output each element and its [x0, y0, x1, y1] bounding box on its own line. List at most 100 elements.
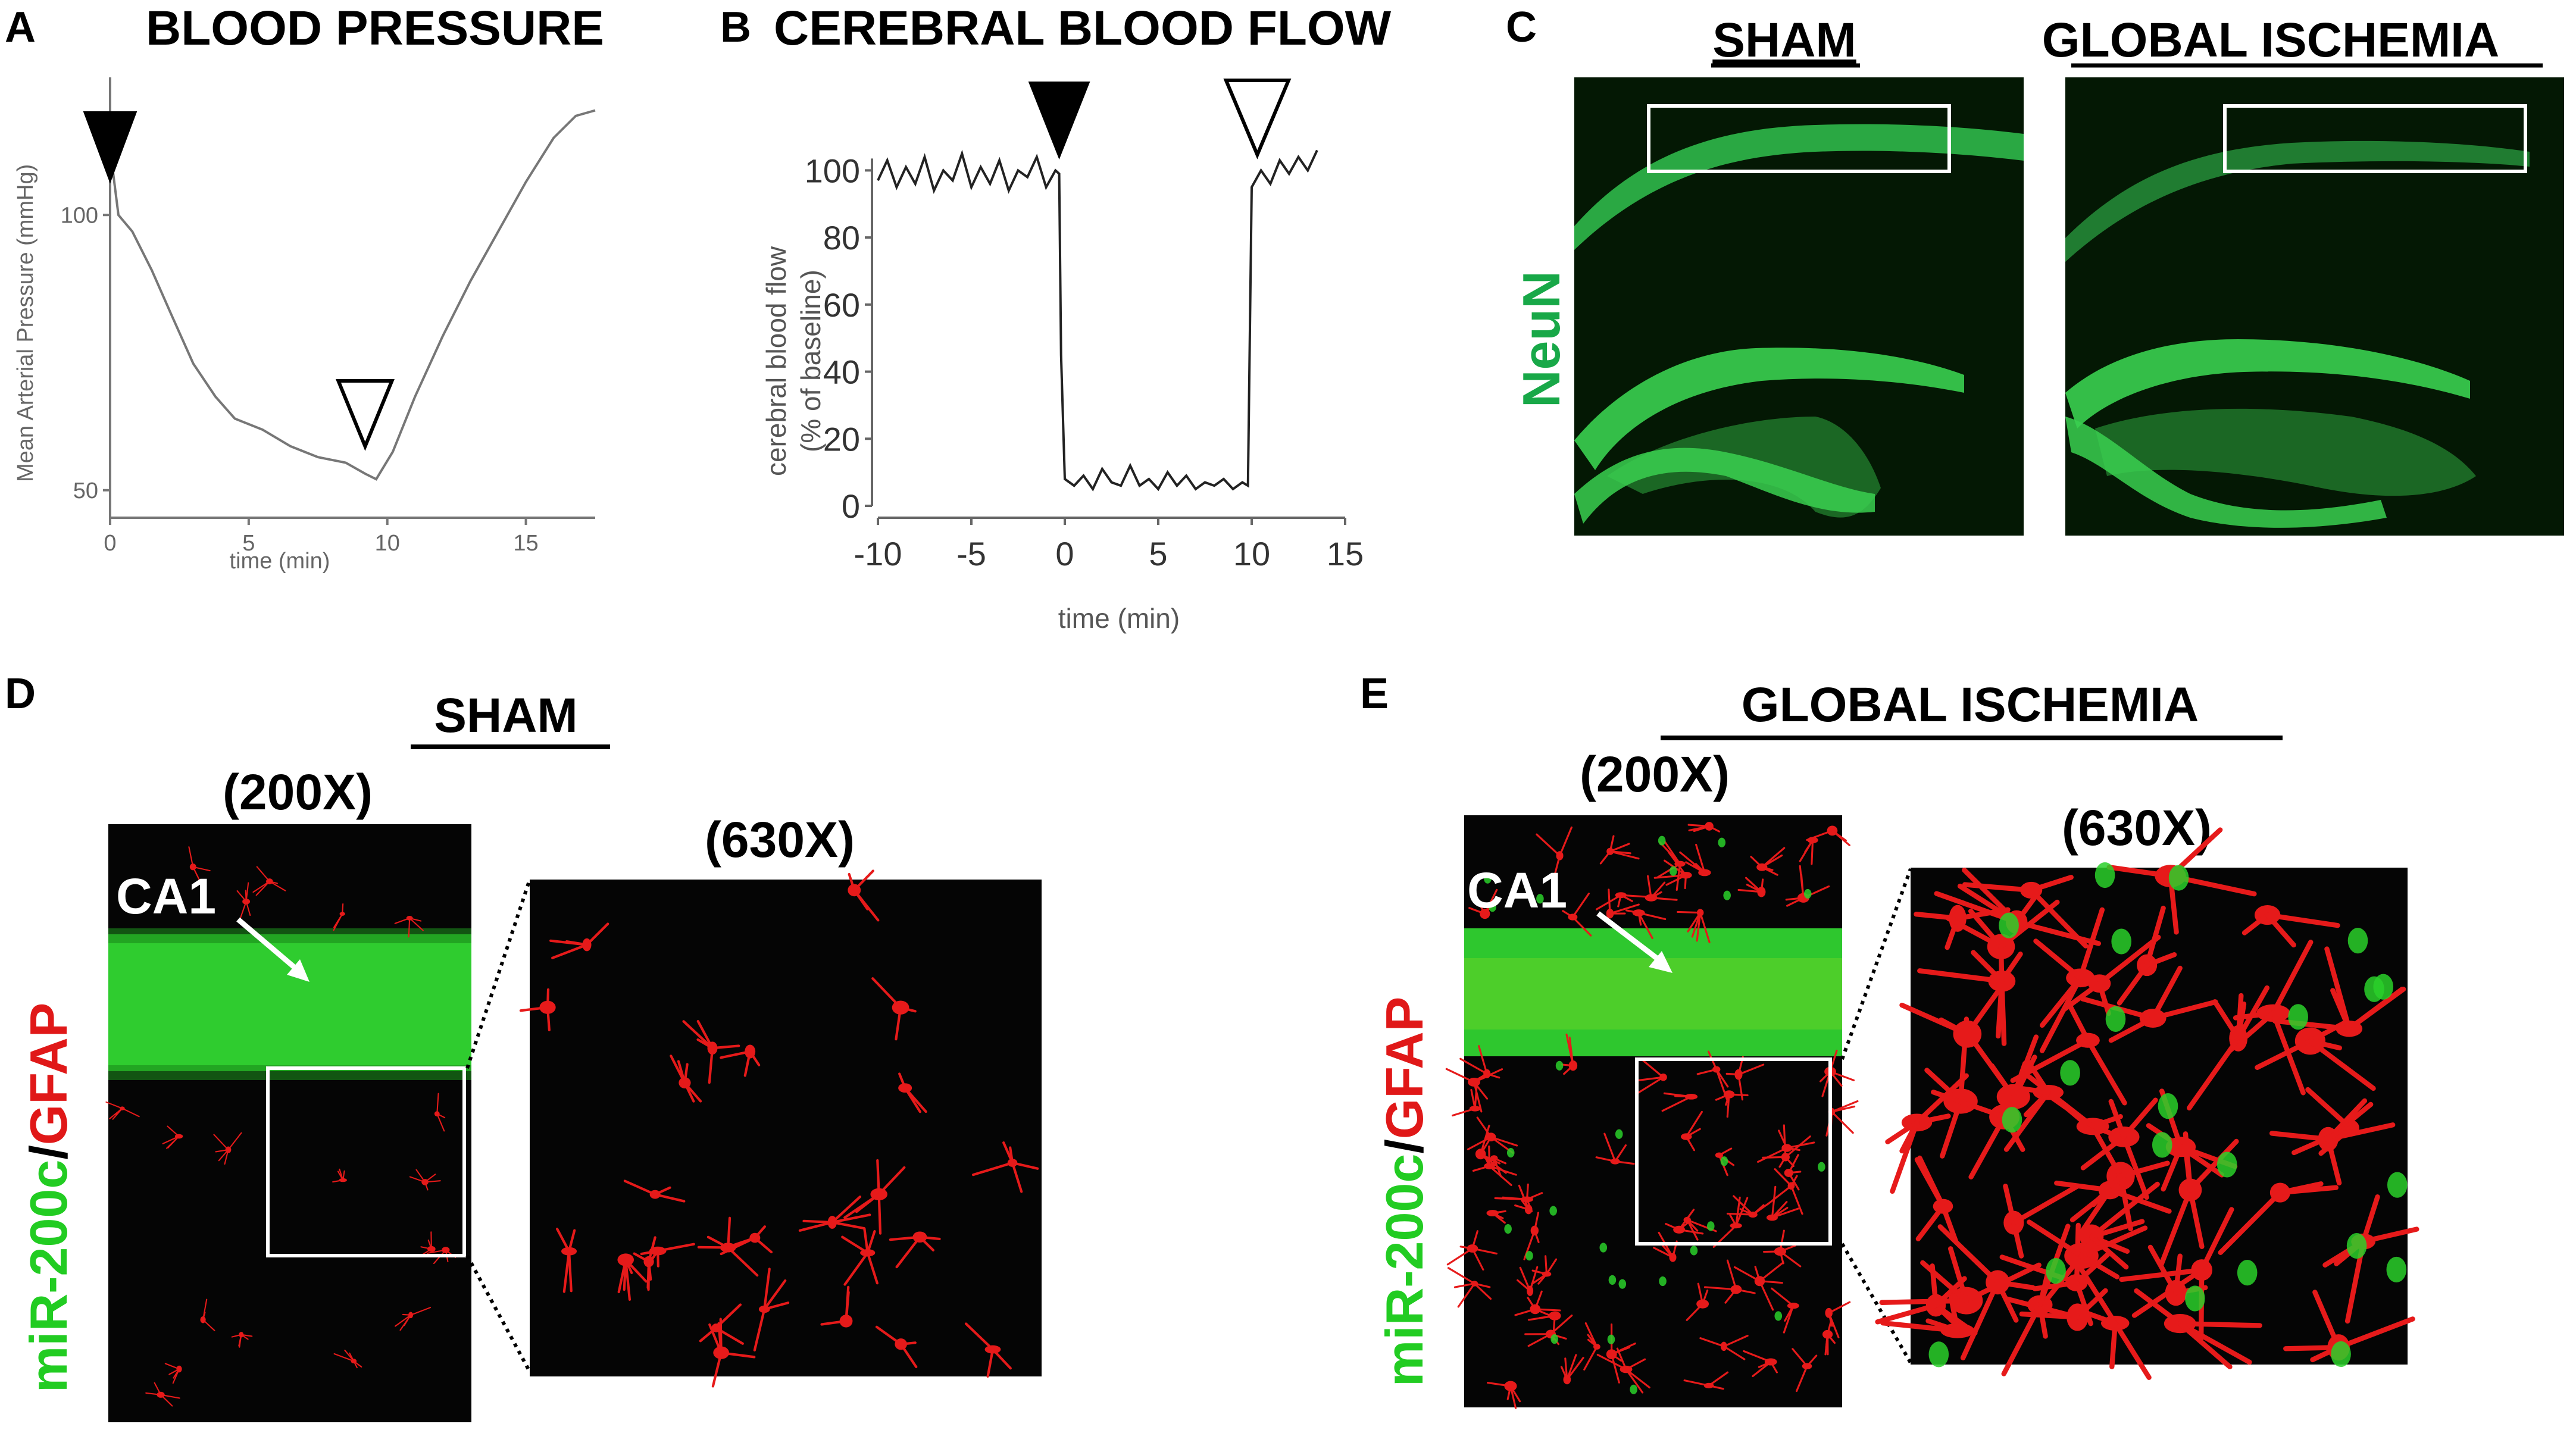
panel-e-image-200x: CA1: [1445, 815, 1859, 1409]
astrocyte: [2134, 1288, 2262, 1370]
astrocyte: [162, 1125, 183, 1149]
astrocyte: [2218, 1181, 2339, 1255]
astrocyte: [1536, 826, 1573, 875]
mir200c-signal: [1599, 1243, 1608, 1253]
astrocyte: [1475, 1124, 1507, 1174]
astrocyte: [1699, 1335, 1749, 1360]
astrocyte: [105, 1101, 140, 1120]
astrocyte: [231, 1331, 253, 1348]
astrocyte: [2291, 1087, 2359, 1156]
astrocyte: [1703, 1259, 1756, 1304]
panel-d-stain-green: miR-200c: [19, 1160, 78, 1393]
mir200c-signal: [1506, 1147, 1515, 1158]
astrocyte: [1583, 1322, 1600, 1371]
astrocyte: [617, 1253, 648, 1301]
panel-a-reperfusion-marker: [335, 379, 395, 451]
astrocyte: [1686, 1282, 1709, 1321]
astrocyte: [2117, 905, 2177, 1006]
panel-d-zoom-line-bottom: [465, 1254, 532, 1373]
astrocyte: [1737, 877, 1766, 897]
panel-c-sham-label: SHAM: [1712, 13, 1856, 67]
panel-b-ytick-label: 100: [805, 152, 860, 189]
astrocyte: [252, 866, 286, 896]
mir200c-signal: [1615, 1129, 1623, 1139]
panel-b-occlusion-marker: [1028, 82, 1090, 160]
panel-b-ytick-label: 40: [823, 353, 860, 391]
mir200c-signal: [1774, 1311, 1783, 1321]
mir200c-signal: [1720, 1156, 1728, 1166]
panel-e-astrocytes-630x: [1875, 827, 2419, 1380]
astrocyte: [964, 1322, 1012, 1378]
mir200c-signal: [2217, 1151, 2237, 1178]
astrocyte: [1636, 1057, 1667, 1095]
astrocyte: [753, 1268, 790, 1352]
astrocyte: [2187, 985, 2270, 1111]
astrocyte: [2054, 1180, 2172, 1240]
panel-d-stain-sep: /: [19, 1145, 78, 1159]
mir200c-signal: [1718, 837, 1726, 847]
astrocyte: [1799, 837, 1818, 865]
panel-e-zoom-line-bottom: [1840, 1243, 1912, 1364]
mir200c-signal: [1549, 1206, 1557, 1216]
panel-b-xlabel: time (min): [1058, 603, 1180, 634]
astrocyte: [333, 1350, 362, 1369]
astrocyte: [519, 988, 556, 1031]
panel-a-ytick-label: 100: [61, 203, 98, 228]
panel-e-stain-sep: /: [1375, 1139, 1434, 1153]
astrocyte: [1681, 1110, 1703, 1151]
astrocyte: [549, 922, 609, 959]
mir200c-signal: [1484, 874, 1492, 884]
astrocyte: [623, 1179, 686, 1203]
mir200c-signal: [1630, 1384, 1637, 1394]
astrocyte: [1514, 1290, 1561, 1319]
panel-d-title: SHAM: [434, 689, 577, 743]
astrocyte: [1822, 1320, 1836, 1356]
panel-a-xtick-label: 15: [513, 531, 538, 556]
panel-b: B CEREBRAL BLOOD FLOW cerebral blood flo…: [720, 1, 1392, 634]
astrocyte: [1792, 1348, 1818, 1393]
astrocyte: [875, 1325, 918, 1369]
astrocyte: [1937, 1224, 2036, 1360]
astrocyte: [2091, 1131, 2170, 1232]
panel-b-ytick-label: 60: [823, 286, 860, 324]
panel-a-title: BLOOD PRESSURE: [146, 1, 604, 55]
astrocyte: [1595, 1132, 1635, 1165]
astrocyte: [798, 1195, 871, 1232]
mir200c-signal: [2105, 1006, 2126, 1032]
panel-b-xtick-label: 10: [1233, 535, 1270, 572]
astrocyte: [848, 869, 880, 922]
panel-b-series-line: [877, 149, 1318, 492]
panel-e: E GLOBAL ISCHEMIA (200X) (630X) miR-200c…: [1360, 670, 2419, 1409]
panel-d-region-label: CA1: [116, 868, 216, 924]
astrocyte: [1712, 1196, 1749, 1248]
astrocyte: [1595, 892, 1649, 910]
astrocyte: [164, 1363, 182, 1384]
panel-b-ytick-label: 0: [842, 487, 860, 525]
astrocyte: [1446, 1230, 1498, 1271]
astrocyte: [1459, 1045, 1500, 1085]
panel-b-xtick-label: 15: [1327, 535, 1364, 572]
astrocyte: [1656, 841, 1686, 891]
astrocyte: [1677, 909, 1711, 944]
panel-e-mag-low: (200X): [1580, 746, 1730, 802]
panel-e-region-arrow: [1596, 911, 1662, 963]
panel-c-letter: C: [1506, 4, 1537, 51]
mir200c-signal: [1555, 1060, 1564, 1071]
astrocyte: [1665, 1209, 1704, 1235]
astrocyte: [395, 1307, 432, 1331]
astrocyte: [640, 1243, 695, 1268]
mir200c-signal: [2158, 1093, 2178, 1119]
astrocyte: [394, 916, 424, 938]
panel-e-mag-high: (630X): [2062, 800, 2212, 856]
mir200c-signal: [1608, 1275, 1617, 1285]
mir200c-signal: [1618, 1279, 1627, 1289]
panel-d-region-arrow: [236, 917, 299, 972]
astrocyte: [841, 1227, 879, 1286]
astrocyte: [1743, 1350, 1778, 1378]
astrocyte: [1914, 1155, 1959, 1244]
panel-d: D SHAM (200X) (630X) miR-200c/GFAP CA1: [5, 670, 1042, 1422]
astrocyte: [2070, 1253, 2152, 1380]
panel-b-xtick-label: -5: [956, 535, 986, 572]
astrocyte: [332, 1168, 347, 1183]
panel-e-image-630x: [1875, 827, 2419, 1380]
